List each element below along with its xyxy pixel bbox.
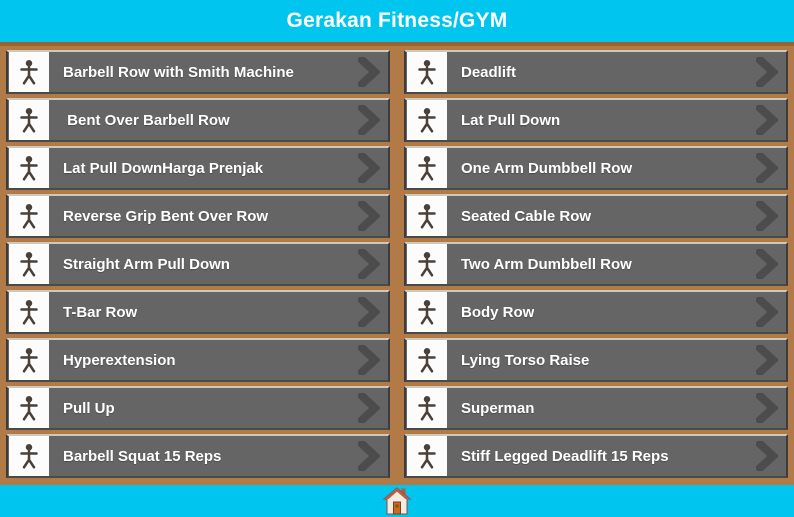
exercise-thumbnail [407,244,447,284]
app-header: Gerakan Fitness/GYM [0,0,794,46]
exercise-item-pull-up[interactable]: Pull Up [6,386,390,430]
exercise-item-superman[interactable]: Superman [404,386,788,430]
exercise-thumbnail [9,52,49,92]
exercise-label: Hyperextension [63,351,176,369]
exercise-label: Deadlift [461,63,517,81]
exercise-label: One Arm Dumbbell Row [461,159,633,177]
exercise-figure-icon [418,252,436,277]
exercise-item-lying-torso-raise[interactable]: Lying Torso Raise [404,338,788,382]
exercise-thumbnail [407,52,447,92]
exercise-label: Lying Torso Raise [461,351,590,369]
exercise-label: Lat Pull Down [461,111,561,129]
exercise-list: Barbell Row with Smith Machine Deadlift … [6,50,788,478]
chevron-right-icon [358,297,380,327]
exercise-figure-icon [20,252,38,277]
exercise-label: Two Arm Dumbbell Row [461,255,632,273]
exercise-item-barbell-squat-15-reps[interactable]: Barbell Squat 15 Reps [6,434,390,478]
exercise-label: Straight Arm Pull Down [63,255,230,273]
chevron-right-icon [358,249,380,279]
exercise-figure-icon [418,444,436,469]
exercise-label: Lat Pull DownHarga Prenjak [63,159,264,177]
exercise-label: Body Row [461,303,535,321]
exercise-figure-icon [418,204,436,229]
chevron-right-icon [756,201,778,231]
home-button[interactable] [382,486,412,516]
exercise-figure-icon [20,60,38,85]
exercise-item-hyperextension[interactable]: Hyperextension [6,338,390,382]
exercise-item-t-bar-row[interactable]: T-Bar Row [6,290,390,334]
exercise-label: Barbell Row with Smith Machine [63,63,294,81]
exercise-label: Barbell Squat 15 Reps [63,447,222,465]
chevron-right-icon [756,297,778,327]
exercise-figure-icon [20,156,38,181]
chevron-right-icon [756,57,778,87]
exercise-item-seated-cable-row[interactable]: Seated Cable Row [404,194,788,238]
exercise-thumbnail [407,388,447,428]
exercise-thumbnail [9,196,49,236]
exercise-item-straight-arm-pull-down[interactable]: Straight Arm Pull Down [6,242,390,286]
exercise-label: Reverse Grip Bent Over Row [63,207,269,225]
exercise-item-two-arm-dumbbell-row[interactable]: Two Arm Dumbbell Row [404,242,788,286]
chevron-right-icon [756,441,778,471]
exercise-item-lat-pull-down-harga-prenjak[interactable]: Lat Pull DownHarga Prenjak [6,146,390,190]
exercise-item-barbell-row-smith-machine[interactable]: Barbell Row with Smith Machine [6,50,390,94]
exercise-figure-icon [418,156,436,181]
chevron-right-icon [358,441,380,471]
exercise-thumbnail [9,148,49,188]
exercise-label: Bent Over Barbell Row [63,111,230,129]
exercise-figure-icon [418,108,436,133]
exercise-figure-icon [20,444,38,469]
chevron-right-icon [756,105,778,135]
exercise-item-stiff-legged-deadlift-15-reps[interactable]: Stiff Legged Deadlift 15 Reps [404,434,788,478]
exercise-thumbnail [407,340,447,380]
exercise-thumbnail [9,388,49,428]
exercise-figure-icon [418,300,436,325]
exercise-thumbnail [9,100,49,140]
exercise-label: Pull Up [63,399,115,417]
chevron-right-icon [358,153,380,183]
bottom-bar [0,485,794,517]
exercise-label: Seated Cable Row [461,207,592,225]
page-title: Gerakan Fitness/GYM [286,9,508,32]
exercise-thumbnail [407,148,447,188]
chevron-right-icon [756,393,778,423]
home-icon [382,487,412,515]
chevron-right-icon [358,393,380,423]
exercise-item-deadlift[interactable]: Deadlift [404,50,788,94]
chevron-right-icon [756,153,778,183]
exercise-label: T-Bar Row [63,303,138,321]
chevron-right-icon [358,57,380,87]
exercise-thumbnail [407,436,447,476]
exercise-figure-icon [20,204,38,229]
exercise-figure-icon [20,348,38,373]
exercise-item-one-arm-dumbbell-row[interactable]: One Arm Dumbbell Row [404,146,788,190]
exercise-label: Stiff Legged Deadlift 15 Reps [461,447,669,465]
chevron-right-icon [756,345,778,375]
exercise-item-lat-pull-down[interactable]: Lat Pull Down [404,98,788,142]
exercise-thumbnail [407,292,447,332]
exercise-figure-icon [418,396,436,421]
exercise-thumbnail [9,244,49,284]
exercise-label: Superman [461,399,535,417]
exercise-figure-icon [20,300,38,325]
exercise-thumbnail [9,292,49,332]
exercise-thumbnail [9,340,49,380]
exercise-figure-icon [418,348,436,373]
exercise-thumbnail [407,196,447,236]
exercise-item-bent-over-barbell-row[interactable]: Bent Over Barbell Row [6,98,390,142]
exercise-thumbnail [407,100,447,140]
exercise-figure-icon [418,60,436,85]
exercise-thumbnail [9,436,49,476]
exercise-figure-icon [20,396,38,421]
chevron-right-icon [358,201,380,231]
exercise-item-reverse-grip-bent-over-row[interactable]: Reverse Grip Bent Over Row [6,194,390,238]
chevron-right-icon [756,249,778,279]
exercise-figure-icon [20,108,38,133]
chevron-right-icon [358,105,380,135]
chevron-right-icon [358,345,380,375]
exercise-item-body-row[interactable]: Body Row [404,290,788,334]
